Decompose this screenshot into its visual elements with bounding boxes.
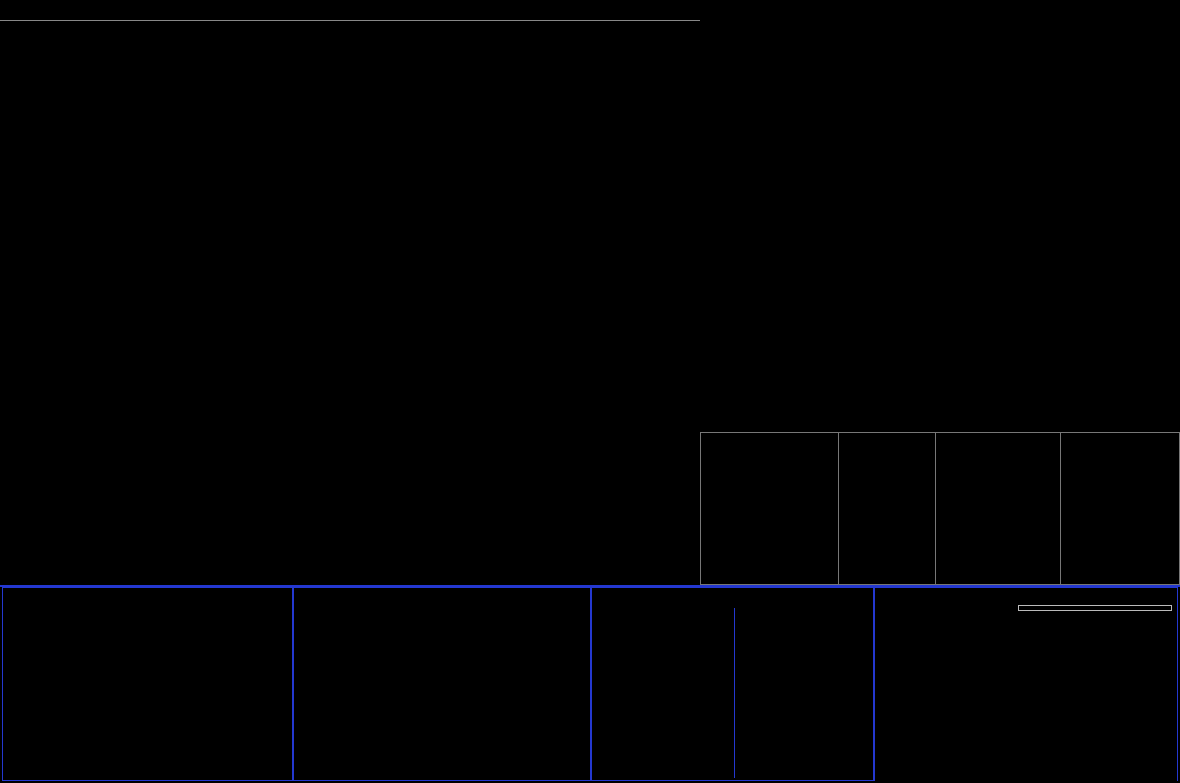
temp-advection-panel — [648, 20, 701, 586]
sr-wind-inset[interactable] — [935, 432, 1062, 585]
storm-slinky-inset[interactable] — [700, 432, 840, 585]
hazard-inset — [1060, 432, 1180, 585]
sars-panel — [591, 587, 874, 781]
thermodynamics-panel — [2, 587, 293, 781]
stp-boxplot — [875, 601, 1177, 782]
wind-speed-panel — [590, 20, 649, 586]
hodograph — [700, 20, 1180, 432]
theta-e-inset[interactable] — [838, 432, 937, 585]
bottom-divider — [0, 585, 1180, 587]
stp-probability-legend — [1018, 605, 1172, 611]
skewt-diagram — [0, 20, 591, 586]
kinematics-panel — [293, 587, 591, 781]
sars-column-divider — [734, 608, 735, 778]
stp-panel — [874, 587, 1178, 782]
